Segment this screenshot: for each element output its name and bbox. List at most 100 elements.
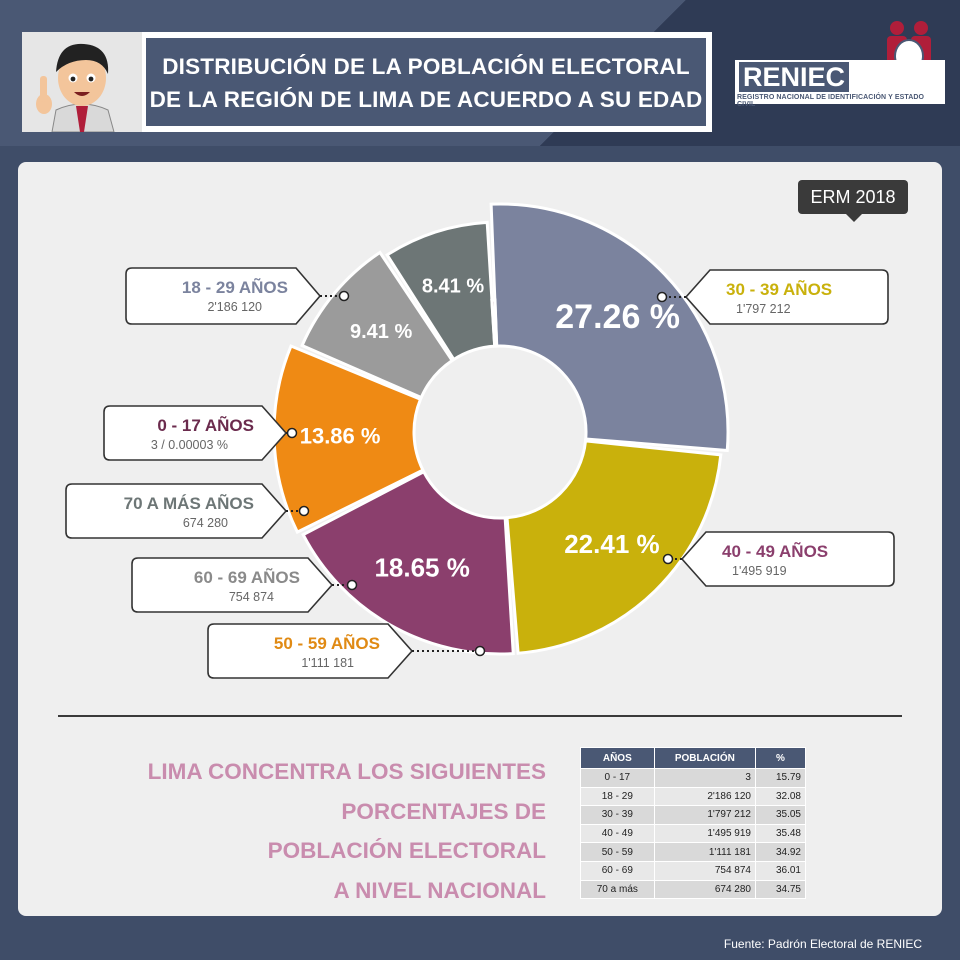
callout-70-a-m-s-a-os: 70 A MÁS AÑOS 674 280 (65, 483, 310, 539)
callout-age-label: 18 - 29 AÑOS (182, 277, 288, 297)
slice-percent-label: 18.65 % (374, 552, 469, 582)
slice-60-69-a-os (300, 250, 455, 400)
table-header-anos: AÑOS (580, 747, 655, 769)
table-row: 50 - 59 1'111 181 34.92 (580, 842, 807, 862)
table-header-poblacion: POBLACIÓN (653, 747, 756, 769)
slice-percent-label: 27.26 % (555, 298, 680, 336)
national-text-line-4: A NIVEL NACIONAL (333, 877, 546, 903)
table-cell-poblacion: 1'495 919 (653, 823, 756, 844)
slice-percent-label: 22.41 % (564, 529, 659, 559)
table-cell-anos: 50 - 59 (580, 842, 655, 862)
callout-age-label: 40 - 49 AÑOS (722, 541, 828, 561)
slice-70-a-m-s-a-os (385, 220, 497, 362)
table-cell-percent: 35.05 (754, 805, 807, 825)
table-row: 0 - 17 3 15.79 (580, 768, 807, 788)
table-cell-poblacion: 674 280 (653, 879, 756, 900)
callout-box (65, 483, 288, 539)
table-cell-anos: 30 - 39 (580, 805, 655, 825)
table-header-row: AÑOS POBLACIÓN % (580, 747, 807, 769)
national-text-line-2: PORCENTAJES DE (341, 798, 546, 824)
callout-age-label: 60 - 69 AÑOS (194, 567, 300, 587)
table-cell-percent: 32.08 (754, 786, 807, 807)
page-title: DISTRIBUCIÓN DE LA POBLACIÓN ELECTORAL D… (146, 50, 706, 116)
table-cell-poblacion: 1'111 181 (653, 842, 756, 862)
slice-0-17-a-os (490, 298, 499, 348)
callout-30-39-a-os: 30 - 39 AÑOS 1'797 212 (656, 269, 889, 325)
table-cell-percent: 36.01 (754, 860, 807, 881)
leader-dot (662, 553, 674, 565)
callout-population: 1'495 919 (732, 564, 787, 578)
leader-dot (346, 579, 358, 591)
callout-50-59-a-os: 50 - 59 AÑOS 1'111 181 (207, 623, 486, 679)
callout-box (103, 405, 288, 461)
table-cell-anos: 70 a más (580, 879, 655, 900)
callout-population: 1'111 181 (301, 656, 354, 670)
leader-dot (474, 645, 486, 657)
callout-0-17-a-os: 0 - 17 AÑOS 3 / 0.00003 % (103, 405, 298, 461)
slice-percent-label: 8.41 % (422, 276, 484, 298)
callout-box (207, 623, 414, 679)
year-badge-tail (846, 214, 862, 222)
callout-60-69-a-os: 60 - 69 AÑOS 754 874 (131, 557, 358, 613)
callout-population: 3 / 0.00003 % (151, 438, 228, 452)
table-cell-percent: 34.75 (754, 879, 807, 900)
footer: Fuente: Padrón Electoral de RENIEC (0, 930, 960, 960)
slice-percent-label: 9.41 % (350, 321, 412, 343)
callout-box (125, 267, 322, 325)
table-cell-poblacion: 1'797 212 (653, 805, 756, 825)
table-cell-percent: 34.92 (754, 842, 807, 862)
donut-chart: 27.26 % 22.41 % 18.65 % 13.86 % 9.41 % 8.41 %… (65, 202, 895, 679)
callout-40-49-a-os: 40 - 49 AÑOS 1'495 919 (662, 531, 895, 587)
table-row: 70 a más 674 280 34.75 (580, 879, 807, 900)
mascot-illustration (22, 32, 142, 132)
national-table: AÑOS POBLACIÓN % 0 - 17 3 15.79 18 - 29 2'18… (580, 747, 807, 900)
callout-population: 1'797 212 (736, 302, 791, 316)
leader-dot (298, 505, 310, 517)
callout-age-label: 50 - 59 AÑOS (274, 633, 380, 653)
callout-box (131, 557, 334, 613)
table-row: 40 - 49 1'495 919 35.48 (580, 823, 807, 844)
logo-name: RENIEC (739, 62, 850, 92)
title-panel: DISTRIBUCIÓN DE LA POBLACIÓN ELECTORAL D… (144, 36, 708, 128)
table-cell-anos: 40 - 49 (580, 823, 655, 844)
title-line-1: DISTRIBUCIÓN DE LA POBLACIÓN ELECTORAL (162, 54, 690, 79)
leader-dot (656, 291, 668, 303)
title-line-2: DE LA REGIÓN DE LIMA DE ACUERDO A SU EDA… (149, 87, 703, 112)
table-cell-anos: 0 - 17 (580, 768, 655, 788)
title-box: DISTRIBUCIÓN DE LA POBLACIÓN ELECTORAL D… (22, 32, 712, 132)
logo-subtitle: REGISTRO NACIONAL DE IDENTIFICACIÓN Y ES… (737, 94, 925, 108)
table-header-percent: % (754, 747, 807, 769)
callout-18-29-a-os: 18 - 29 AÑOS 2'186 120 (125, 267, 350, 325)
table-cell-anos: 18 - 29 (580, 786, 655, 807)
reniec-logo: RENIEC REGISTRO NACIONAL DE IDENTIFICACI… (735, 20, 945, 108)
callout-population: 754 874 (229, 590, 274, 604)
callout-box (684, 269, 889, 325)
table-cell-percent: 15.79 (754, 768, 807, 788)
callout-age-label: 0 - 17 AÑOS (157, 415, 254, 435)
national-summary-text: LIMA CONCENTRA LOS SIGUIENTES PORCENTAJE… (120, 752, 546, 910)
table-cell-anos: 60 - 69 (580, 860, 655, 881)
table-row: 60 - 69 754 874 36.01 (580, 860, 807, 881)
callout-box (680, 531, 895, 587)
national-text-line-1: LIMA CONCENTRA LOS SIGUIENTES (147, 759, 546, 784)
slice-40-49-a-os (301, 469, 515, 656)
slice-18-29-a-os (489, 202, 730, 453)
section-divider (58, 715, 902, 717)
callout-age-label: 70 A MÁS AÑOS (124, 493, 254, 513)
national-text-line-3: POBLACIÓN ELECTORAL (267, 838, 546, 863)
callout-population: 2'186 120 (207, 300, 262, 314)
slice-30-39-a-os (505, 439, 723, 655)
leader-dot (286, 427, 298, 439)
year-badge: ERM 2018 (798, 180, 908, 214)
table-row: 18 - 29 2'186 120 32.08 (580, 786, 807, 807)
reniec-emblem (887, 21, 931, 64)
table-cell-poblacion: 754 874 (653, 860, 756, 881)
table-cell-percent: 35.48 (754, 823, 807, 844)
slice-50-59-a-os (272, 344, 425, 535)
slice-percent-label: 13.86 % (300, 423, 381, 448)
header: DISTRIBUCIÓN DE LA POBLACIÓN ELECTORAL D… (0, 0, 960, 146)
table-cell-poblacion: 2'186 120 (653, 786, 756, 807)
callout-age-label: 30 - 39 AÑOS (726, 279, 832, 299)
footer-source: Fuente: Padrón Electoral de RENIEC (723, 937, 922, 951)
leader-dot (338, 290, 350, 302)
